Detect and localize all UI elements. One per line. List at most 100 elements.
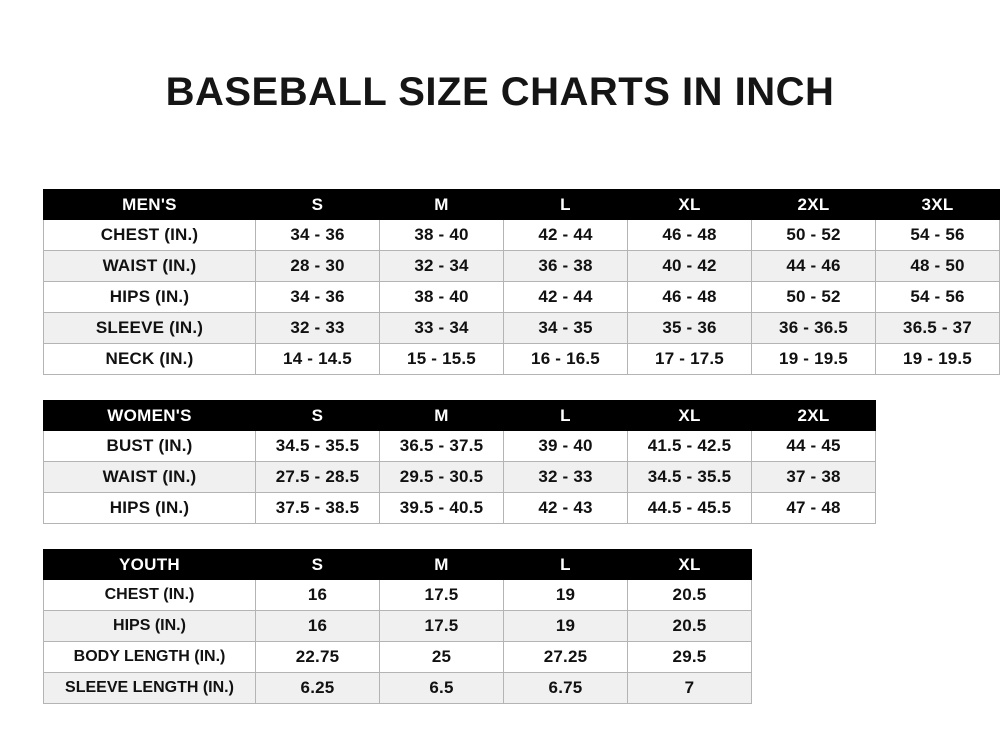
measurement-cell: 17.5 [379, 579, 504, 611]
youth-header-row: YOUTH S M L XL [43, 549, 752, 580]
measurement-cell: 27.5 - 28.5 [255, 461, 380, 493]
mens-row-label: CHEST (IN.) [43, 219, 256, 251]
measurement-cell: 44 - 45 [751, 430, 876, 462]
youth-size-header-xl: XL [627, 549, 752, 580]
mens-size-header-l: L [503, 189, 628, 220]
measurement-cell: 25 [379, 641, 504, 673]
measurement-cell: 44.5 - 45.5 [627, 492, 752, 524]
measurement-cell: 19 [503, 579, 628, 611]
mens-table-body: CHEST (IN.) 34 - 36 38 - 40 42 - 44 46 - 48 5… [43, 219, 1000, 375]
measurement-cell: 22.75 [255, 641, 380, 673]
measurement-cell: 19 - 19.5 [751, 343, 876, 375]
measurement-cell: 54 - 56 [875, 281, 1000, 313]
measurement-cell: 34 - 36 [255, 281, 380, 313]
table-row: SLEEVE (IN.) 32 - 33 33 - 34 34 - 35 35 - 36… [43, 312, 1000, 344]
measurement-cell: 36.5 - 37 [875, 312, 1000, 344]
measurement-cell: 35 - 36 [627, 312, 752, 344]
table-row: BUST (IN.) 34.5 - 35.5 36.5 - 37.5 39 - 40 4… [43, 430, 876, 462]
youth-size-header-m: M [379, 549, 504, 580]
measurement-cell: 29.5 [627, 641, 752, 673]
measurement-cell: 6.25 [255, 672, 380, 704]
measurement-cell: 20.5 [627, 579, 752, 611]
measurement-cell: 48 - 50 [875, 250, 1000, 282]
measurement-cell: 32 - 33 [503, 461, 628, 493]
table-row: HIPS (IN.) 16 17.5 19 20.5 [43, 610, 752, 642]
youth-size-header-l: L [503, 549, 628, 580]
measurement-cell: 37.5 - 38.5 [255, 492, 380, 524]
measurement-cell: 38 - 40 [379, 219, 504, 251]
womens-size-header-m: M [379, 400, 504, 431]
measurement-cell: 42 - 43 [503, 492, 628, 524]
measurement-cell: 39.5 - 40.5 [379, 492, 504, 524]
measurement-cell: 54 - 56 [875, 219, 1000, 251]
youth-row-label: BODY LENGTH (IN.) [43, 641, 256, 673]
measurement-cell: 40 - 42 [627, 250, 752, 282]
measurement-cell: 16 - 16.5 [503, 343, 628, 375]
womens-row-label: BUST (IN.) [43, 430, 256, 462]
womens-table-body: BUST (IN.) 34.5 - 35.5 36.5 - 37.5 39 - 40 4… [43, 430, 876, 524]
mens-row-label: WAIST (IN.) [43, 250, 256, 282]
womens-row-label: WAIST (IN.) [43, 461, 256, 493]
youth-row-label: CHEST (IN.) [43, 579, 256, 611]
youth-size-header-s: S [255, 549, 380, 580]
measurement-cell: 36 - 38 [503, 250, 628, 282]
youth-size-table: YOUTH S M L XL CHEST (IN.) 16 17.5 19 20.5 HIPS (… [43, 549, 752, 704]
mens-row-label: HIPS (IN.) [43, 281, 256, 313]
measurement-cell: 6.75 [503, 672, 628, 704]
womens-size-table: WOMEN'S S M L XL 2XL BUST (IN.) 34.5 - 35.5 36.… [43, 400, 876, 524]
youth-table-head: YOUTH S M L XL [43, 549, 752, 580]
youth-table-body: CHEST (IN.) 16 17.5 19 20.5 HIPS (IN.) 16 17.5 1… [43, 579, 752, 704]
table-row: WAIST (IN.) 28 - 30 32 - 34 36 - 38 40 - 42 4… [43, 250, 1000, 282]
mens-header-row: MEN'S S M L XL 2XL 3XL [43, 189, 1000, 220]
measurement-cell: 33 - 34 [379, 312, 504, 344]
mens-size-header-s: S [255, 189, 380, 220]
mens-row-label: NECK (IN.) [43, 343, 256, 375]
size-tables-container: MEN'S S M L XL 2XL 3XL CHEST (IN.) 34 - 36 38 - … [43, 189, 1000, 729]
measurement-cell: 20.5 [627, 610, 752, 642]
mens-corner-label: MEN'S [43, 189, 256, 220]
measurement-cell: 46 - 48 [627, 219, 752, 251]
measurement-cell: 7 [627, 672, 752, 704]
measurement-cell: 32 - 34 [379, 250, 504, 282]
measurement-cell: 27.25 [503, 641, 628, 673]
table-row: NECK (IN.) 14 - 14.5 15 - 15.5 16 - 16.5 17 … [43, 343, 1000, 375]
measurement-cell: 15 - 15.5 [379, 343, 504, 375]
measurement-cell: 28 - 30 [255, 250, 380, 282]
measurement-cell: 41.5 - 42.5 [627, 430, 752, 462]
mens-size-header-m: M [379, 189, 504, 220]
measurement-cell: 44 - 46 [751, 250, 876, 282]
measurement-cell: 16 [255, 579, 380, 611]
measurement-cell: 46 - 48 [627, 281, 752, 313]
mens-size-header-xl: XL [627, 189, 752, 220]
measurement-cell: 38 - 40 [379, 281, 504, 313]
youth-row-label: SLEEVE LENGTH (IN.) [43, 672, 256, 704]
mens-table-head: MEN'S S M L XL 2XL 3XL [43, 189, 1000, 220]
measurement-cell: 19 - 19.5 [875, 343, 1000, 375]
measurement-cell: 50 - 52 [751, 281, 876, 313]
measurement-cell: 34 - 35 [503, 312, 628, 344]
womens-size-header-2xl: 2XL [751, 400, 876, 431]
womens-corner-label: WOMEN'S [43, 400, 256, 431]
measurement-cell: 17.5 [379, 610, 504, 642]
measurement-cell: 14 - 14.5 [255, 343, 380, 375]
mens-size-table: MEN'S S M L XL 2XL 3XL CHEST (IN.) 34 - 36 38 - … [43, 189, 1000, 375]
youth-corner-label: YOUTH [43, 549, 256, 580]
measurement-cell: 6.5 [379, 672, 504, 704]
measurement-cell: 29.5 - 30.5 [379, 461, 504, 493]
table-row: WAIST (IN.) 27.5 - 28.5 29.5 - 30.5 32 - 33… [43, 461, 876, 493]
womens-size-header-s: S [255, 400, 380, 431]
measurement-cell: 16 [255, 610, 380, 642]
table-row: HIPS (IN.) 37.5 - 38.5 39.5 - 40.5 42 - 43 4… [43, 492, 876, 524]
womens-size-header-l: L [503, 400, 628, 431]
measurement-cell: 32 - 33 [255, 312, 380, 344]
mens-size-header-2xl: 2XL [751, 189, 876, 220]
measurement-cell: 19 [503, 610, 628, 642]
measurement-cell: 42 - 44 [503, 281, 628, 313]
measurement-cell: 42 - 44 [503, 219, 628, 251]
youth-row-label: HIPS (IN.) [43, 610, 256, 642]
womens-header-row: WOMEN'S S M L XL 2XL [43, 400, 876, 431]
table-row: SLEEVE LENGTH (IN.) 6.25 6.5 6.75 7 [43, 672, 752, 704]
womens-row-label: HIPS (IN.) [43, 492, 256, 524]
womens-size-header-xl: XL [627, 400, 752, 431]
